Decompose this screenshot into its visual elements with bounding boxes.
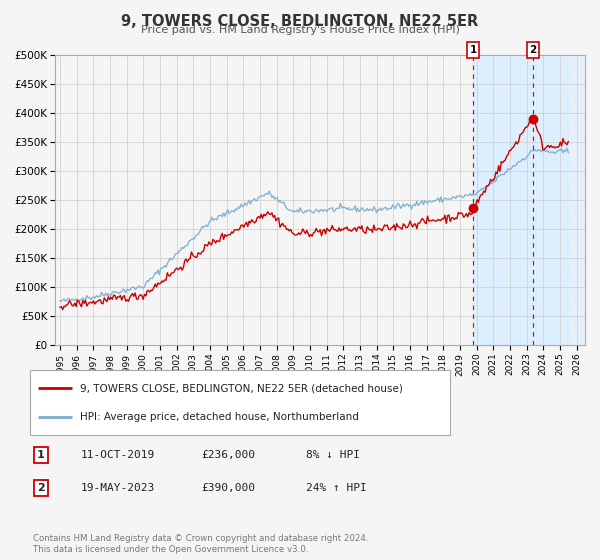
Point (469, 204, 478, 213)
Text: 2: 2 (37, 483, 44, 493)
Text: HPI: Average price, detached house, Northumberland: HPI: Average price, detached house, Nort… (80, 412, 359, 422)
Text: Price paid vs. HM Land Registry's House Price Index (HPI): Price paid vs. HM Land Registry's House … (140, 25, 460, 35)
Text: 1: 1 (470, 45, 477, 55)
Text: 19-MAY-2023: 19-MAY-2023 (81, 483, 155, 493)
FancyBboxPatch shape (30, 370, 450, 435)
Point (528, 114, 538, 123)
Text: 2: 2 (529, 45, 536, 55)
Text: 11-OCT-2019: 11-OCT-2019 (81, 450, 155, 460)
Text: 1: 1 (37, 450, 44, 460)
Text: Contains HM Land Registry data © Crown copyright and database right 2024.: Contains HM Land Registry data © Crown c… (33, 534, 368, 543)
Text: £236,000: £236,000 (201, 450, 255, 460)
Text: 8% ↓ HPI: 8% ↓ HPI (306, 450, 360, 460)
Text: 24% ↑ HPI: 24% ↑ HPI (306, 483, 367, 493)
Bar (473, 55, 568, 345)
Text: This data is licensed under the Open Government Licence v3.0.: This data is licensed under the Open Gov… (33, 545, 308, 554)
Text: 9, TOWERS CLOSE, BEDLINGTON, NE22 5ER: 9, TOWERS CLOSE, BEDLINGTON, NE22 5ER (121, 14, 479, 29)
Text: 9, TOWERS CLOSE, BEDLINGTON, NE22 5ER (detached house): 9, TOWERS CLOSE, BEDLINGTON, NE22 5ER (d… (80, 383, 403, 393)
Text: £390,000: £390,000 (201, 483, 255, 493)
Bar (568, 55, 585, 345)
